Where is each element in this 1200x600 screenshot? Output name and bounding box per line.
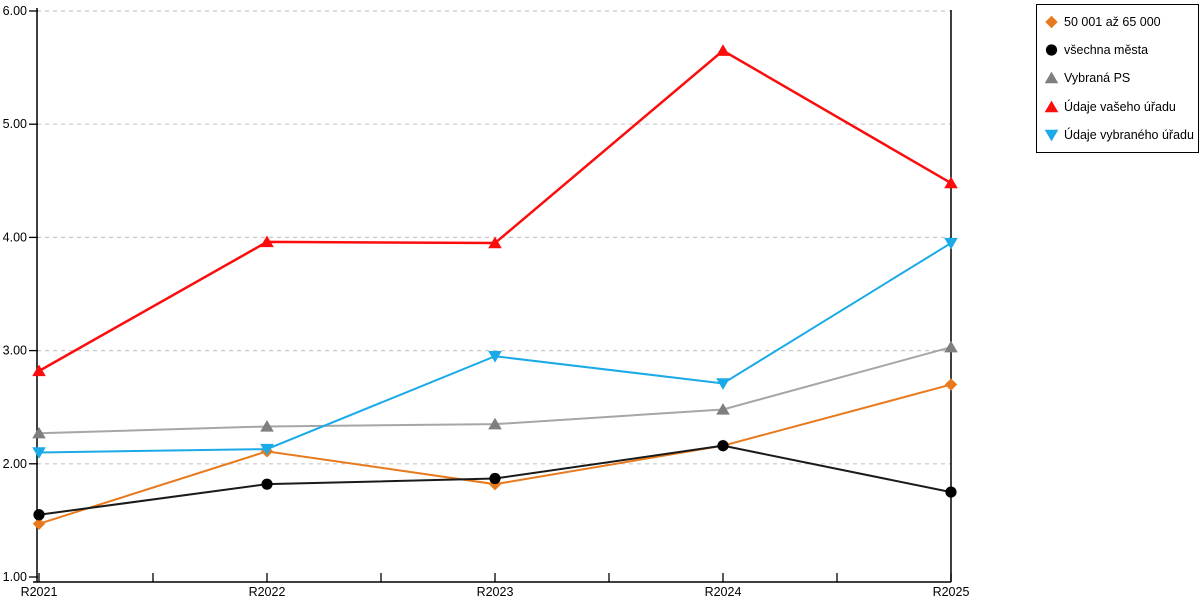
- y-axis-label: 2.00: [3, 457, 27, 471]
- triangle-up-icon: [1044, 71, 1059, 85]
- legend-item: Údaje vašeho úřadu: [1044, 100, 1196, 114]
- x-axis-label: R2024: [705, 585, 742, 599]
- triangle-down-icon: [1044, 128, 1059, 142]
- x-axis-ticks: R2021 R2022 R2023 R2024 R2025: [21, 573, 970, 599]
- x-axis-label: R2023: [477, 585, 514, 599]
- y-axis-label: 3.00: [3, 344, 27, 358]
- y-axis-label: 1.00: [3, 570, 27, 584]
- y-axis-ticks: 1.00 2.00 3.00 4.00 5.00 6.00: [3, 4, 38, 584]
- gridlines: [37, 10, 951, 465]
- x-axis-label: R2022: [249, 585, 286, 599]
- legend-item-label: Údaje vašeho úřadu: [1064, 99, 1176, 114]
- series-3: [32, 44, 958, 377]
- series-2: [32, 340, 958, 439]
- legend-item: Údaje vybraného úřadu: [1044, 128, 1196, 142]
- legend-item: všechna města: [1044, 43, 1196, 57]
- legend: 50 001 až 65 000 všechna města Vybraná P…: [1036, 4, 1199, 153]
- triangle-up-icon: [1044, 100, 1059, 114]
- x-axis-label: R2021: [21, 585, 58, 599]
- circle-icon: [1044, 43, 1059, 57]
- y-axis-label: 6.00: [3, 4, 27, 18]
- legend-item: 50 001 až 65 000: [1044, 15, 1196, 29]
- series-0: [32, 378, 958, 530]
- legend-item-label: Vybraná PS: [1064, 71, 1131, 86]
- series-4: [32, 237, 958, 459]
- x-axis-label: R2025: [933, 585, 970, 599]
- legend-item: Vybraná PS: [1044, 71, 1196, 85]
- series-1: [33, 440, 957, 521]
- legend-item-label: Údaje vybraného úřadu: [1064, 127, 1194, 142]
- y-axis-label: 5.00: [3, 117, 27, 131]
- legend-item-label: všechna města: [1064, 43, 1149, 58]
- legend-item-label: 50 001 až 65 000: [1064, 15, 1161, 30]
- y-axis-label: 4.00: [3, 230, 27, 244]
- diamond-icon: [1044, 15, 1059, 29]
